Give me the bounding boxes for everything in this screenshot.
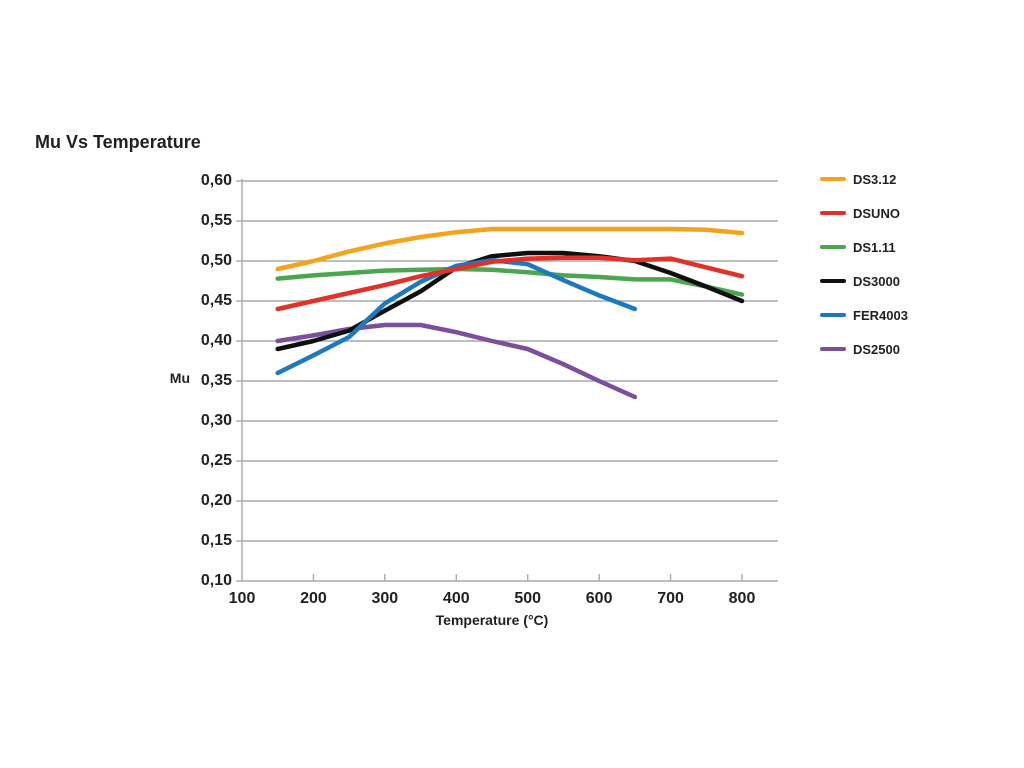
y-axis-title: Mu: [169, 370, 190, 386]
y-tick-label: 0,15: [200, 532, 232, 549]
y-tick-label: 0,10: [200, 572, 232, 589]
y-tick-label: 0,40: [200, 332, 232, 349]
legend-item-DS1.11: DS1.11: [820, 230, 908, 264]
x-tick-label: 700: [657, 590, 684, 607]
y-tick-label: 0,60: [200, 172, 232, 189]
legend-label: DS3000: [853, 273, 900, 289]
x-tick-label: 400: [442, 590, 470, 607]
x-tick-label: 100: [228, 590, 256, 607]
x-axis-title: Temperature (°C): [435, 612, 549, 628]
series-line-DS3.12: [275, 226, 745, 272]
y-tick-label: 0,20: [200, 492, 232, 509]
series-line-DS2500: [275, 322, 638, 400]
legend-label: DS1.11: [853, 239, 896, 255]
chart-title: Mu Vs Temperature: [35, 132, 201, 152]
legend-item-DS2500: DS2500: [820, 332, 908, 366]
y-tick-label: 0,55: [200, 212, 232, 229]
legend-item-DS3.12: DS3.12: [820, 162, 908, 196]
x-tick-label: 500: [514, 590, 542, 607]
legend-label: DS2500: [853, 341, 900, 357]
x-tick-label: 300: [371, 590, 399, 607]
legend-item-DSUNO: DSUNO: [820, 196, 908, 230]
legend-label: DS3.12: [853, 171, 897, 187]
chart-legend: DS3.12 DSUNO DS1.11 DS3000 FER4003 DS2500: [820, 162, 908, 366]
legend-item-DS3000: DS3000: [820, 264, 908, 298]
y-tick-label: 0,30: [200, 412, 232, 429]
y-tick-label: 0,45: [200, 292, 232, 309]
legend-swatch-icon: [820, 347, 846, 351]
series-line-FER4003: [275, 257, 638, 376]
y-tick-label: 0,35: [200, 372, 232, 389]
x-tick-label: 600: [585, 590, 613, 607]
y-tick-label: 0,25: [200, 452, 232, 469]
x-tick-label: 200: [300, 590, 327, 607]
series-line-DS1.11: [275, 266, 745, 297]
legend-swatch-icon: [820, 279, 846, 283]
legend-swatch-icon: [820, 313, 846, 317]
legend-swatch-icon: [820, 211, 846, 215]
legend-item-FER4003: FER4003: [820, 298, 908, 332]
legend-label: DSUNO: [853, 205, 900, 221]
series-line-DSUNO: [275, 255, 745, 312]
legend-label: FER4003: [853, 307, 908, 323]
legend-swatch-icon: [820, 177, 846, 181]
series-line-DS3000: [275, 250, 745, 352]
legend-swatch-icon: [820, 245, 846, 249]
x-tick-label: 800: [728, 590, 756, 607]
y-tick-label: 0,50: [200, 252, 232, 269]
